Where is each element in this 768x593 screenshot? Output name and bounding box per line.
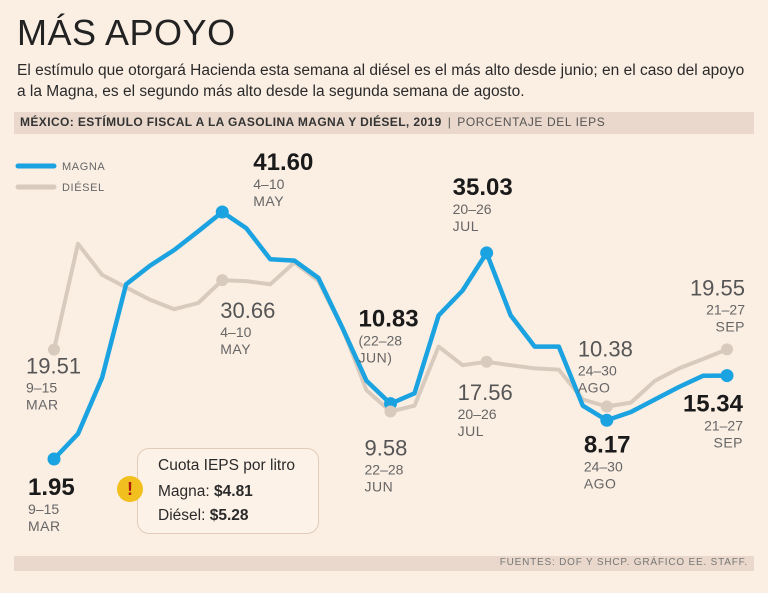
- point-magna-28: [720, 369, 734, 383]
- chart-unit-label: PORCENTAJE DEL IEPS: [457, 115, 606, 129]
- chart-title: MÉXICO: ESTÍMULO FISCAL A LA GASOLINA MA…: [20, 115, 605, 129]
- data-label-value-6: 19.51: [26, 354, 81, 379]
- data-label-date-8: 22–28: [365, 461, 404, 477]
- data-label-date-7: 4–10: [220, 324, 251, 340]
- point-magna-18: [480, 246, 494, 260]
- data-label-value-5: 15.34: [683, 391, 744, 418]
- point-magna-23: [600, 413, 614, 427]
- point-diesel-23: [600, 400, 613, 413]
- data-label-value-1: 41.60: [253, 149, 313, 176]
- data-label-month-1: MAY: [253, 193, 284, 209]
- data-label-date-9: 20–26: [458, 406, 497, 422]
- point-diesel-18: [480, 355, 493, 368]
- data-label-value-7: 30.66: [220, 298, 275, 323]
- data-label-month-5: SEP: [713, 435, 743, 451]
- point-diesel-7: [216, 274, 229, 287]
- point-magna-0: [47, 452, 61, 466]
- chart-title-text: MÉXICO: ESTÍMULO FISCAL A LA GASOLINA MA…: [20, 115, 442, 129]
- data-label-value-10: 10.38: [578, 336, 633, 361]
- data-label-value-9: 17.56: [458, 380, 513, 405]
- subtitle: El estímulo que otorgará Hacienda esta s…: [17, 62, 745, 100]
- page-title: MÁS APOYO: [17, 12, 236, 53]
- data-label-month-2: JUN): [359, 350, 393, 366]
- chart-title-band: MÉXICO: ESTÍMULO FISCAL A LA GASOLINA MA…: [14, 112, 754, 134]
- data-label-month-4: AGO: [584, 475, 617, 491]
- data-label-date-0: 9–15: [28, 501, 59, 517]
- data-label-date-11: 21–27: [706, 301, 745, 317]
- data-label-month-9: JUL: [458, 423, 484, 439]
- data-label-value-3: 35.03: [453, 174, 513, 201]
- info-diesel-value: $5.28: [209, 507, 249, 524]
- ieps-info-box: Cuota IEPS por litro Magna: $4.81 Diésel…: [137, 448, 319, 534]
- legend-label-0: MAGNA: [62, 161, 105, 173]
- data-label-value-2: 10.83: [359, 306, 419, 333]
- point-diesel-14: [384, 405, 397, 418]
- source-footer: FUENTES: DOF Y SHCP. GRÁFICO EE. STAFF.: [499, 557, 748, 568]
- data-label-value-0: 1.95: [28, 474, 75, 501]
- info-magna-value: $4.81: [214, 483, 253, 500]
- data-label-date-5: 21–27: [704, 418, 743, 434]
- data-label-month-10: AGO: [578, 379, 611, 395]
- data-label-date-2: (22–28: [359, 333, 403, 349]
- legend-label-1: DIÉSEL: [62, 181, 105, 194]
- data-label-value-11: 19.55: [690, 275, 745, 300]
- point-magna-7: [215, 205, 229, 219]
- info-diesel: Diésel: $5.28: [158, 507, 249, 525]
- data-label-date-1: 4–10: [253, 176, 284, 192]
- data-label-date-3: 20–26: [453, 201, 492, 217]
- info-magna: Magna: $4.81: [158, 483, 253, 501]
- info-diesel-label: Diésel:: [158, 507, 206, 524]
- alert-icon: !: [117, 476, 143, 502]
- data-label-value-4: 8.17: [584, 431, 631, 458]
- footer-band: FUENTES: DOF Y SHCP. GRÁFICO EE. STAFF.: [14, 556, 754, 571]
- data-label-month-3: JUL: [453, 218, 479, 234]
- data-label-value-8: 9.58: [365, 435, 408, 460]
- data-label-month-7: MAY: [220, 341, 251, 357]
- data-label-date-6: 9–15: [26, 380, 57, 396]
- data-label-month-0: MAR: [28, 518, 61, 534]
- point-diesel-0: [48, 343, 60, 356]
- point-diesel-28: [721, 343, 733, 356]
- data-label-month-8: JUN: [365, 478, 394, 494]
- data-label-month-6: MAR: [26, 397, 59, 413]
- info-magna-label: Magna:: [158, 483, 210, 500]
- data-label-date-4: 24–30: [584, 458, 623, 474]
- data-label-date-10: 24–30: [578, 362, 617, 378]
- info-title: Cuota IEPS por litro: [158, 457, 295, 474]
- data-label-month-11: SEP: [715, 318, 745, 334]
- title-separator: |: [447, 115, 452, 129]
